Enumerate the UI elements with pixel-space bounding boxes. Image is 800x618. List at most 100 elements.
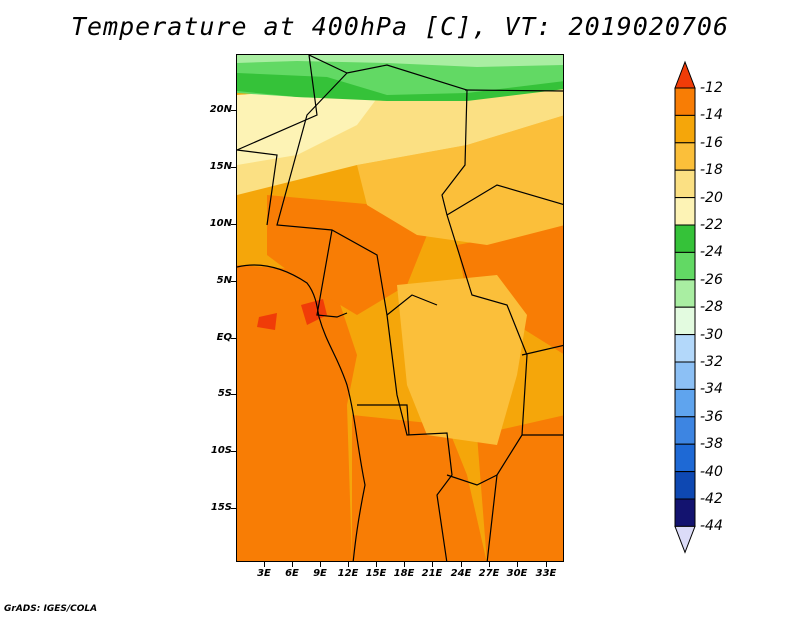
colorbar-label: -24 [700, 244, 723, 261]
x-tick-label: 27E [478, 568, 500, 579]
colorbar-label: -16 [700, 134, 723, 151]
y-tick [231, 394, 236, 395]
green-band [237, 73, 563, 101]
light-orange-band-basin [397, 275, 527, 445]
colorbar-label: -38 [700, 436, 723, 453]
border-central-1 [276, 72, 438, 317]
y-tick-label: 20N [209, 104, 232, 115]
border-central-3 [357, 404, 410, 436]
y-tick [231, 110, 236, 111]
y-tick [231, 338, 236, 339]
x-tick-label: 24E [450, 568, 472, 579]
x-tick [320, 562, 321, 567]
colorbar-label: -40 [700, 463, 723, 480]
y-tick-label: 10S [210, 445, 232, 456]
colorbar-swatch [674, 334, 696, 363]
deep-orange-band-southeast [477, 415, 563, 561]
country-borders [237, 55, 563, 561]
colorbar-swatch [674, 87, 696, 116]
colorbar-label: -26 [700, 271, 723, 288]
y-tick-label: 5N [216, 275, 232, 286]
colorbar-label: -22 [700, 217, 723, 233]
colorbar-label: -44 [700, 518, 723, 535]
colorbar-swatch [674, 142, 696, 171]
colorbar-swatch [674, 471, 696, 500]
colorbar-label: -36 [700, 408, 723, 425]
y-tick [231, 224, 236, 225]
deep-orange-band-west [237, 265, 357, 561]
colorbar-label: -20 [700, 189, 723, 206]
x-tick-label: 21E [421, 568, 443, 579]
colorbar-label: -12 [700, 80, 723, 96]
colorbar-label: -34 [700, 381, 723, 398]
colorbar-label: -32 [700, 354, 723, 370]
map-title: Temperature at 400hPa [C], VT: 201902070… [70, 12, 730, 41]
y-tick-label: 15S [210, 502, 232, 513]
colorbar-swatch-top [674, 60, 696, 89]
x-tick [546, 562, 547, 567]
cream-band [237, 85, 387, 165]
x-tick-label: 12E [337, 568, 359, 579]
colorbar-label: -14 [700, 107, 723, 124]
footer-credit: GrADS: IGES/COLA [4, 604, 98, 614]
colorbar-swatch [674, 114, 696, 144]
x-tick [517, 562, 518, 567]
y-tick [231, 508, 236, 509]
border-east-2 [446, 184, 563, 216]
border-central-4 [316, 229, 348, 318]
colorbar-swatch [674, 279, 696, 308]
y-tick-label: 10N [209, 218, 232, 229]
light-orange-band-north [357, 115, 563, 245]
border-east-3 [521, 344, 563, 356]
x-tick-label: 9E [313, 568, 327, 579]
y-tick-label: 5S [217, 388, 232, 399]
colorbar-label: -42 [700, 491, 723, 507]
border-north [464, 89, 563, 92]
colorbar [674, 60, 696, 554]
colorbar-swatch [674, 443, 696, 473]
red-orange-spot-1 [257, 313, 277, 330]
x-tick-label: 3E [257, 568, 271, 579]
colorbar-label: -18 [700, 162, 723, 179]
colorbar-swatch [674, 197, 696, 226]
x-tick [348, 562, 349, 567]
x-tick [292, 562, 293, 567]
colorbar-swatch-bottom [674, 525, 696, 554]
x-tick [489, 562, 490, 567]
red-orange-spot-2 [301, 299, 327, 325]
y-tick-label: 15N [209, 161, 232, 172]
colorbar-label: -30 [700, 326, 723, 343]
border-nw-2 [237, 149, 278, 226]
map-svg [237, 55, 563, 561]
deep-orange-band-central [267, 195, 427, 315]
coastline-west [237, 264, 366, 561]
deep-orange-band-east [457, 225, 563, 354]
colorbar-label: -28 [700, 299, 723, 316]
x-tick-label: 15E [365, 568, 387, 579]
border-south-1 [446, 474, 498, 486]
x-tick [404, 562, 405, 567]
x-tick-label: 6E [285, 568, 299, 579]
y-tick-label: EQ [216, 332, 232, 343]
border-central-2 [386, 314, 453, 561]
colorbar-swatch [674, 498, 696, 527]
x-tick [376, 562, 377, 567]
y-tick [231, 451, 236, 452]
x-tick-label: 18E [393, 568, 415, 579]
colorbar-swatch [674, 306, 696, 336]
colorbar-swatch [674, 251, 696, 281]
deep-orange-band-south [352, 415, 487, 561]
temperature-map [236, 54, 564, 562]
x-tick-label: 33E [535, 568, 557, 579]
colorbar-swatch [674, 416, 696, 445]
x-tick-label: 30E [506, 568, 528, 579]
pale-green-band [237, 55, 563, 67]
colorbar-swatch [674, 361, 696, 390]
x-tick [432, 562, 433, 567]
y-tick [231, 281, 236, 282]
colorbar-swatch [674, 224, 696, 253]
x-tick [461, 562, 462, 567]
x-tick [264, 562, 265, 567]
colorbar-swatch [674, 169, 696, 199]
y-tick [231, 167, 236, 168]
